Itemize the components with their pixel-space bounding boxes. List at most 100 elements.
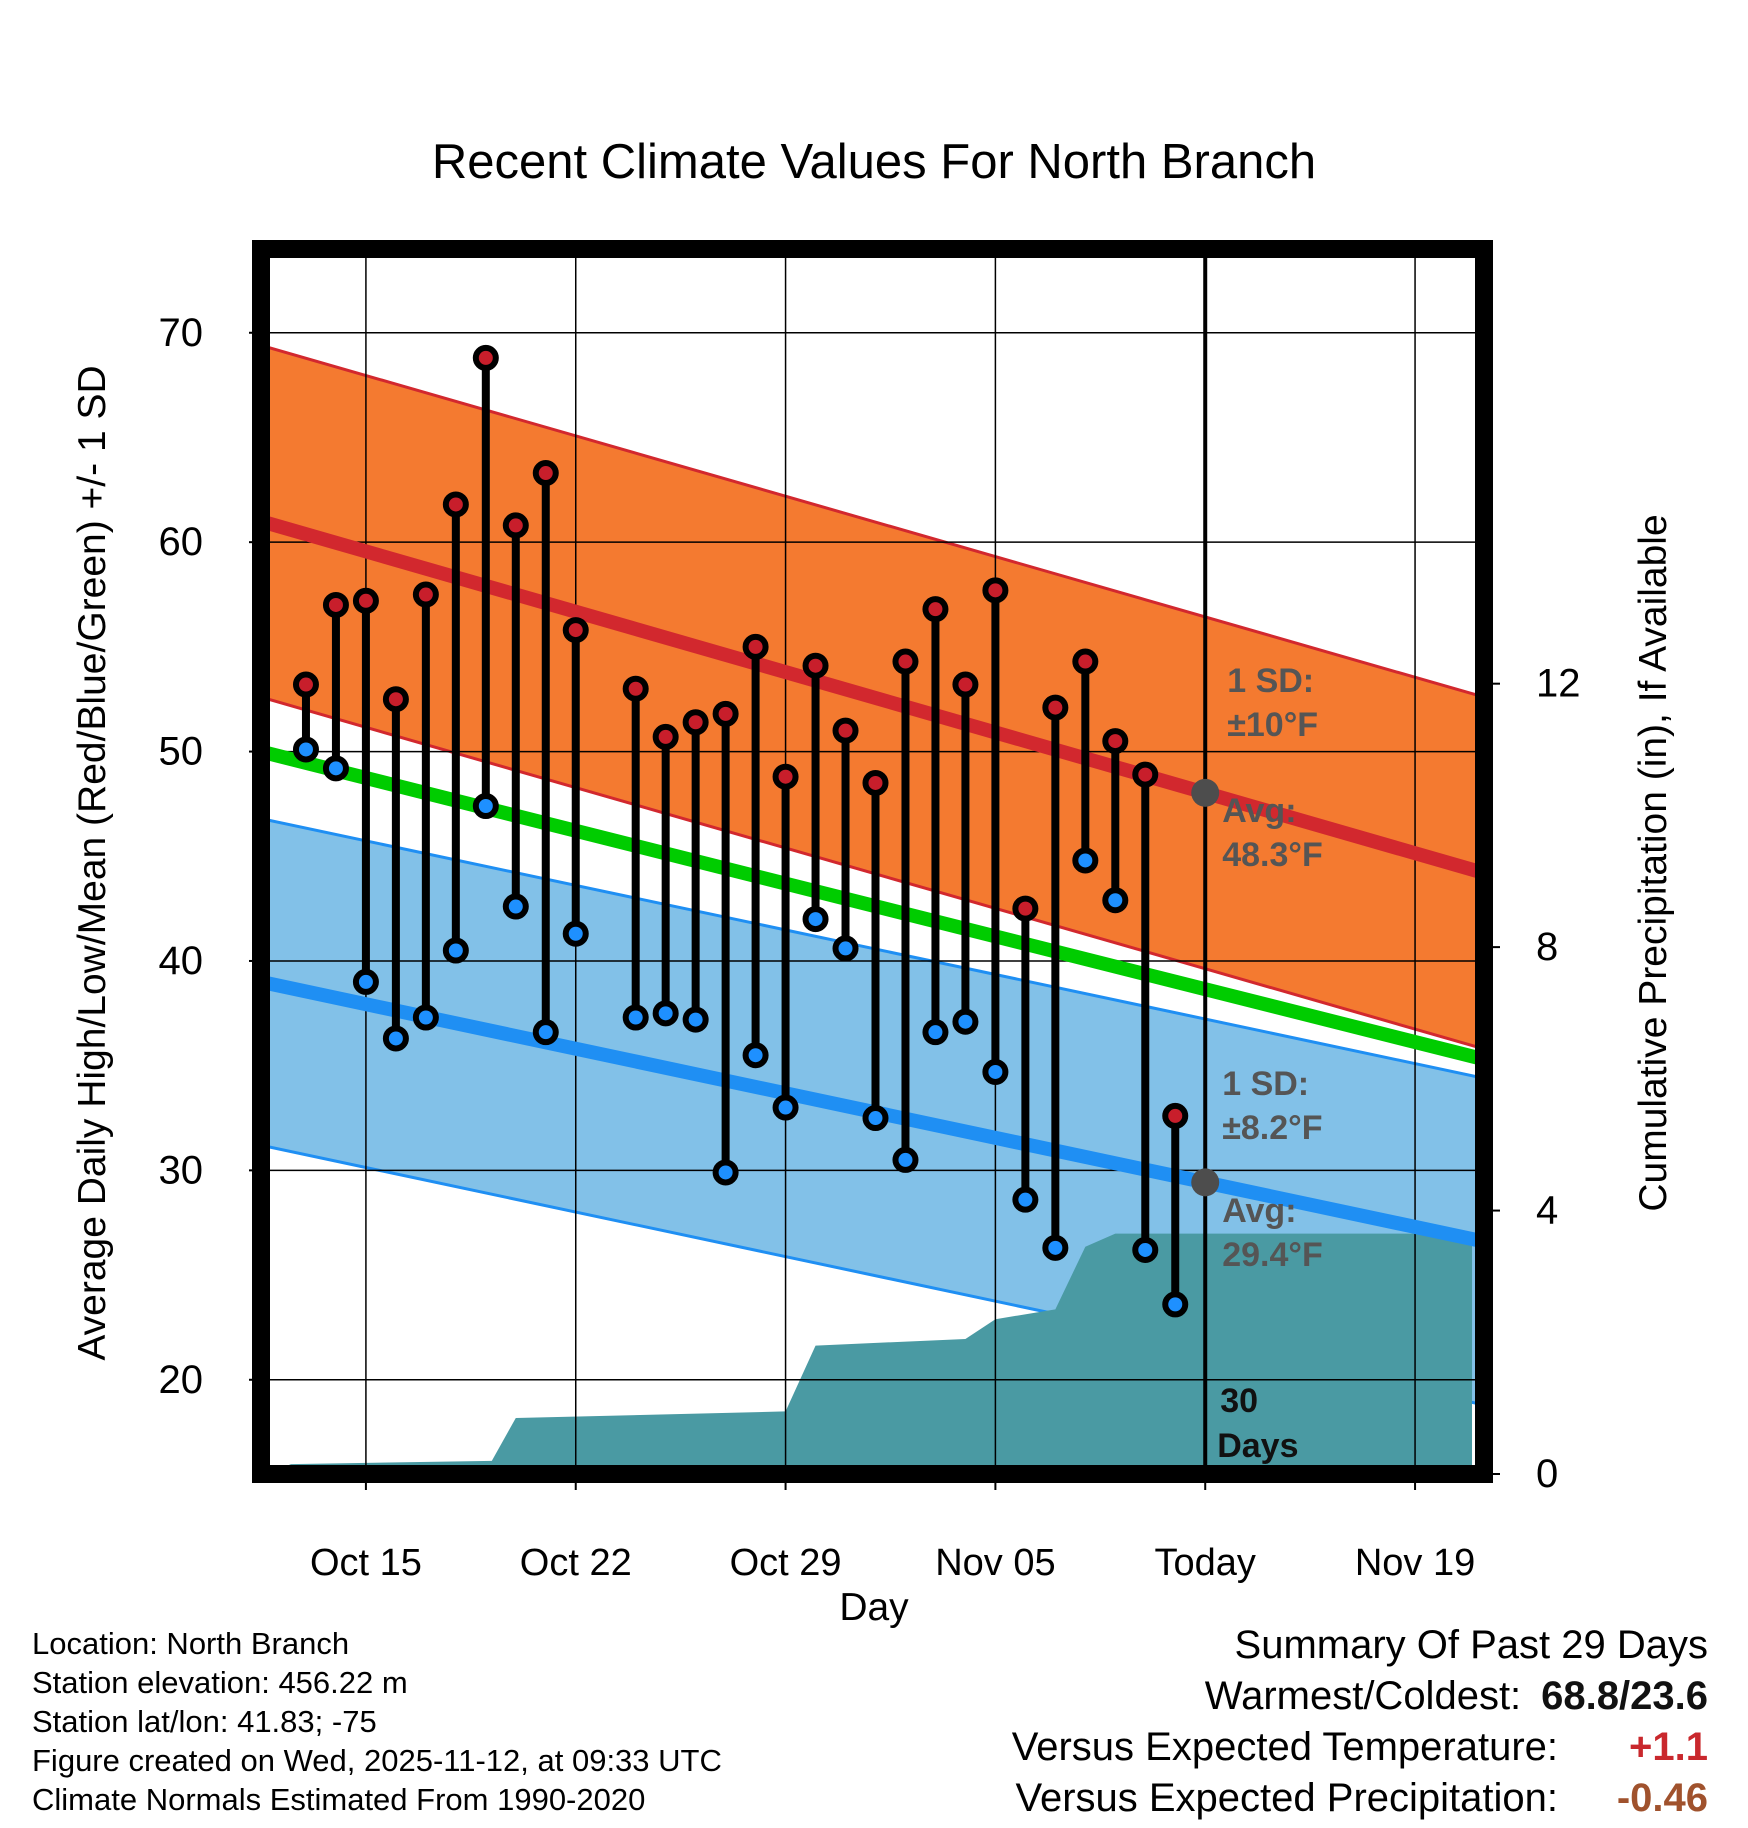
daily-low-point (322, 755, 349, 782)
daily-high-point (442, 491, 469, 518)
daily-low-point (352, 968, 379, 995)
y2-tick-label: 8 (1536, 925, 1558, 969)
daily-low-point (472, 793, 499, 820)
high-sd-band-upper-edge (261, 343, 1484, 699)
daily-low-point (922, 1019, 949, 1046)
daily-low-point (982, 1058, 1009, 1085)
footer-elevation: Station elevation: 456.22 m (32, 1665, 408, 1700)
warm-cold-label: Warmest/Coldest: (1204, 1674, 1522, 1718)
daily-high-point (1132, 761, 1159, 788)
low-avg-label: Avg: (1222, 1192, 1296, 1230)
summary-title: Summary Of Past 29 Days (1234, 1623, 1708, 1667)
daily-high-point (352, 587, 379, 614)
precip-departure-label: Versus Expected Precipitation: (1015, 1776, 1558, 1820)
daily-low-point (892, 1146, 919, 1173)
daily-low-point (772, 1094, 799, 1121)
daily-low-point (1042, 1234, 1069, 1261)
daily-high-point (502, 512, 529, 539)
summary-precip-departure: Versus Expected Precipitation: -0.46 (1012, 1773, 1708, 1824)
high-sd-value: ±10°F (1227, 706, 1318, 744)
daily-high-point (712, 700, 739, 727)
daily-high-point (1012, 895, 1039, 922)
daily-low-point (1012, 1186, 1039, 1213)
daily-low-point (532, 1019, 559, 1046)
daily-high-point (532, 460, 559, 487)
chart-title: Recent Climate Values For North Branch (432, 135, 1316, 189)
daily-low-point (682, 1006, 709, 1033)
footer-latlon: Station lat/lon: 41.83; -75 (32, 1704, 377, 1739)
y2-tick-label: 0 (1536, 1452, 1558, 1496)
daily-low-point (1072, 847, 1099, 874)
axes: 20 30 40 50 60 70 0 4 8 12 Oct 15 Oct 22 Oct 29 Nov 0… (159, 311, 1581, 1584)
footer-normals: Climate Normals Estimated From 1990-2020 (32, 1782, 646, 1817)
daily-high-point (472, 344, 499, 371)
y-tick-label: 60 (159, 520, 204, 564)
daily-high-point (832, 717, 859, 744)
daily-high-point (412, 581, 439, 608)
daily-low-point (622, 1004, 649, 1031)
days-count: 30 (1220, 1382, 1258, 1420)
today-normal-high-marker (1191, 778, 1220, 807)
daily-low-point (652, 1000, 679, 1027)
daily-high-point (382, 686, 409, 713)
daily-low-point (502, 893, 529, 920)
x-tick-label: Oct 15 (310, 1542, 422, 1584)
daily-high-point (862, 769, 889, 796)
footer-created: Figure created on Wed, 2025-11-12, at 09… (32, 1743, 722, 1778)
temp-departure-label: Versus Expected Temperature: (1011, 1725, 1558, 1769)
daily-high-point (1042, 694, 1069, 721)
daily-high-point (802, 652, 829, 679)
daily-low-point (562, 920, 589, 947)
daily-high-point (742, 633, 769, 660)
today-normal-low-marker (1191, 1168, 1220, 1197)
daily-high-point (562, 617, 589, 644)
daily-low-point (1162, 1291, 1189, 1318)
daily-high-point (622, 675, 649, 702)
x-tick-label: Today (1155, 1542, 1256, 1584)
daily-low-point (412, 1004, 439, 1031)
daily-low-point (1102, 887, 1129, 914)
daily-low-point (382, 1025, 409, 1052)
x-tick-label: Oct 22 (520, 1542, 632, 1584)
daily-low-point (832, 935, 859, 962)
y-tick-label: 50 (159, 730, 204, 774)
y-tick-label: 70 (159, 311, 204, 355)
daily-high-point (682, 709, 709, 736)
x-tick-label: Nov 05 (935, 1542, 1055, 1584)
daily-high-point (322, 591, 349, 618)
daily-high-point (772, 763, 799, 790)
x-axis-label: Day (839, 1586, 909, 1629)
plot-frame (252, 240, 1493, 1483)
daily-low-point (952, 1008, 979, 1035)
low-sd-label: 1 SD: (1222, 1065, 1309, 1103)
y2-axis-label: Cumulative Precipitation (in), If Availa… (1632, 514, 1675, 1211)
high-sd-label: 1 SD: (1227, 662, 1314, 700)
daily-low-point (862, 1105, 889, 1132)
y-tick-label: 30 (159, 1148, 204, 1192)
daily-low-point (1132, 1236, 1159, 1263)
summary-panel: Summary Of Past 29 Days Warmest/Coldest:… (1012, 1620, 1708, 1824)
summary-temp-departure: Versus Expected Temperature: +1.1 (1012, 1722, 1708, 1773)
daily-high-point (1162, 1102, 1189, 1129)
days-label: Days (1217, 1427, 1298, 1465)
daily-high-point (892, 648, 919, 675)
daily-high-point (1102, 728, 1129, 755)
normal-high-line (261, 514, 1484, 880)
daily-high-point (982, 577, 1009, 604)
daily-low-point (712, 1159, 739, 1186)
daily-low-point (802, 906, 829, 933)
summary-warmest-coldest: Warmest/Coldest: 68.8/23.6 (1012, 1671, 1708, 1722)
daily-low-point (292, 736, 319, 763)
station-info: Location: North Branch Station elevation… (32, 1624, 722, 1819)
temp-departure-value: +1.1 (1629, 1725, 1708, 1769)
precip-departure-value: -0.46 (1616, 1776, 1708, 1820)
daily-low-point (742, 1042, 769, 1069)
y2-tick-label: 4 (1536, 1189, 1558, 1233)
daily-low-point (442, 937, 469, 964)
plot-area (261, 249, 1484, 1474)
low-sd-value: ±8.2°F (1222, 1109, 1322, 1147)
daily-high-point (1072, 648, 1099, 675)
daily-high-point (922, 596, 949, 623)
daily-high-point (292, 671, 319, 698)
